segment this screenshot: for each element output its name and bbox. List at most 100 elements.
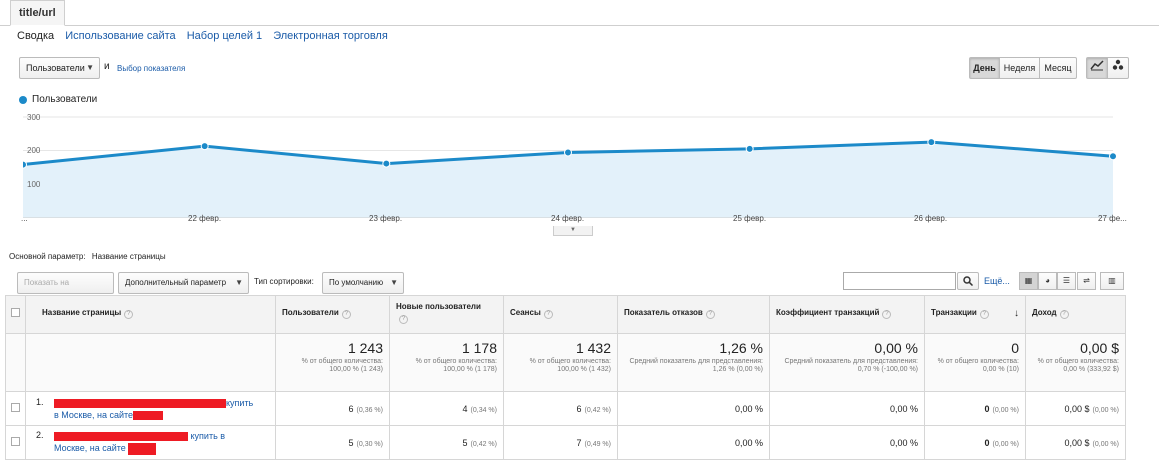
search-button[interactable] [957,272,979,290]
total-transactions-value: 0 [1011,340,1019,356]
row-transactions-cell: 0 (0,00 %) [924,391,1026,426]
subtab-site-usage[interactable]: Использование сайта [65,30,176,42]
total-new-users: 1 178 % от общего количества: 100,00 % (1… [389,333,504,392]
redaction-block [133,410,164,420]
help-icon[interactable]: ? [341,310,351,319]
x-tick-1: 22 февр. [188,214,222,223]
row-users-pct: (0,30 %) [356,440,383,448]
row-checkbox[interactable] [11,403,20,412]
row-transactions: 0 [984,437,990,448]
advanced-search-link[interactable]: Ещё... [984,276,1010,286]
row-revenue-cell: 0,00 $ (0,00 %) [1025,425,1126,460]
help-icon[interactable]: ? [979,310,989,319]
col-header-page-title[interactable]: Название страницы? [25,295,276,334]
report-table: Название страницы? Пользователи? Новые п… [5,295,1126,460]
x-tick-4: 25 февр. [733,214,767,223]
row-new-users-cell: 5 (0,42 %) [389,425,504,460]
and-label: и [104,61,110,72]
performance-view-button[interactable]: ☰ [1057,272,1076,290]
chevron-down-icon: ▼ [86,63,94,72]
row-users: 6 [348,403,354,414]
day-button[interactable]: День [969,57,1000,79]
table-row: 1. купить в Москве, на сайте 6 (0,36 %) 4 (0… [5,391,1126,426]
help-icon[interactable]: ? [705,310,715,319]
x-tick-2: 23 февр. [369,214,403,223]
line-chart-view-button[interactable] [1086,57,1108,79]
primary-dimension: Основной параметр: Название страницы [9,252,166,261]
redaction-block [54,432,188,442]
x-tick-6: 27 фе... [1098,214,1127,223]
data-point-0 [23,160,27,169]
users-line-chart [23,116,1117,218]
totals-name-cell [25,333,276,392]
row-revenue-pct: (0,00 %) [1092,440,1119,448]
week-button[interactable]: Неделя [999,57,1040,79]
x-tick-0: ... [21,214,28,223]
month-button[interactable]: Месяц [1039,57,1077,79]
help-icon[interactable]: ? [399,315,408,324]
row-new-users-pct: (0,34 %) [470,406,497,414]
motion-chart-view-button[interactable] [1107,57,1129,79]
col-header-bounce-rate[interactable]: Показатель отказов? [617,295,770,334]
sort-arrow-down-icon: ↓ [1014,308,1019,319]
legend-label: Пользователи [32,94,98,105]
choose-metric-link[interactable]: Выбор показателя [117,64,186,73]
chevron-down-icon: ▼ [235,278,243,287]
row-bounce-rate-cell: 0,00 % [617,425,770,460]
row-sessions-pct: (0,49 %) [584,440,611,448]
tab-title-url[interactable]: title/url [10,0,65,26]
help-icon[interactable]: ? [124,310,134,319]
col-header-page-title-label: Название страницы [42,308,122,317]
sort-type-select[interactable]: По умолчанию ▼ [322,272,404,294]
row-page-title-link[interactable]: купить в Москве, на сайте [54,397,253,421]
total-sessions: 1 432 % от общего количества: 100,00 % (1… [503,333,618,392]
metric-select-label: Пользователи [26,63,85,73]
metric-select[interactable]: Пользователи ▼ [19,57,100,79]
table-grid-icon: ▦ [1024,276,1033,285]
primary-dimension-label: Основной параметр: [9,252,86,261]
explorer-subtabs: Сводка Использование сайта Набор целей 1… [17,30,396,42]
row-sessions-pct: (0,42 %) [584,406,611,414]
total-new-users-share: % от общего количества: 100,00 % (1 178) [415,358,497,373]
col-header-transactions[interactable]: Транзакции? ↓ [924,295,1026,334]
help-icon[interactable]: ? [543,310,553,319]
subtab-summary[interactable]: Сводка [17,30,55,42]
data-point-1 [200,142,209,151]
data-point-4 [745,144,754,153]
tab-baseline [0,25,1159,26]
row-revenue-pct: (0,00 %) [1092,406,1119,414]
chart-options-toggle[interactable]: ▼ [553,226,593,236]
col-header-revenue[interactable]: Доход? [1025,295,1126,334]
redaction-block [54,398,226,408]
chevron-down-icon: ▼ [390,278,398,287]
series-area [23,142,1113,218]
col-header-users[interactable]: Пользователи? [275,295,390,334]
select-all-checkbox[interactable] [11,308,20,317]
row-revenue: 0,00 $ [1064,403,1090,414]
secondary-dimension-select[interactable]: Дополнительный параметр ▼ [118,272,249,294]
col-header-conversion-rate[interactable]: Коэффициент транзакций? [769,295,925,334]
pivot-view-button[interactable]: ▥ [1100,272,1124,290]
subtab-goal-set-1[interactable]: Набор целей 1 [186,30,263,42]
sort-type-value: По умолчанию [329,278,384,287]
plot-rows-button[interactable]: Показать на диаграмме [17,272,114,307]
data-view-button[interactable]: ▦ [1019,272,1038,290]
pivot-icon: ▥ [1108,276,1116,285]
col-header-new-users[interactable]: Новые пользователи? [389,295,504,334]
col-header-sessions[interactable]: Сеансы? [503,295,618,334]
row-conversion-rate-cell: 0,00 % [769,391,925,426]
table-search-input[interactable] [843,272,956,290]
total-users-value: 1 243 [347,340,383,356]
help-icon[interactable]: ? [1059,310,1069,319]
row-checkbox-cell [5,391,26,426]
col-header-conversion-rate-label: Коэффициент транзакций [776,308,880,317]
percentage-view-button[interactable]: ◕ [1038,272,1057,290]
row-page-title-link[interactable]: купить в Москве, на сайте [54,430,225,455]
row-users-pct: (0,36 %) [356,406,383,414]
comparison-view-button[interactable]: ⇌ [1077,272,1096,290]
bubbles-icon [1112,59,1124,70]
row-checkbox[interactable] [11,437,20,446]
subtab-ecommerce[interactable]: Электронная торговля [273,30,388,42]
y-tick-300: 300 [27,113,41,122]
help-icon[interactable]: ? [882,310,892,319]
